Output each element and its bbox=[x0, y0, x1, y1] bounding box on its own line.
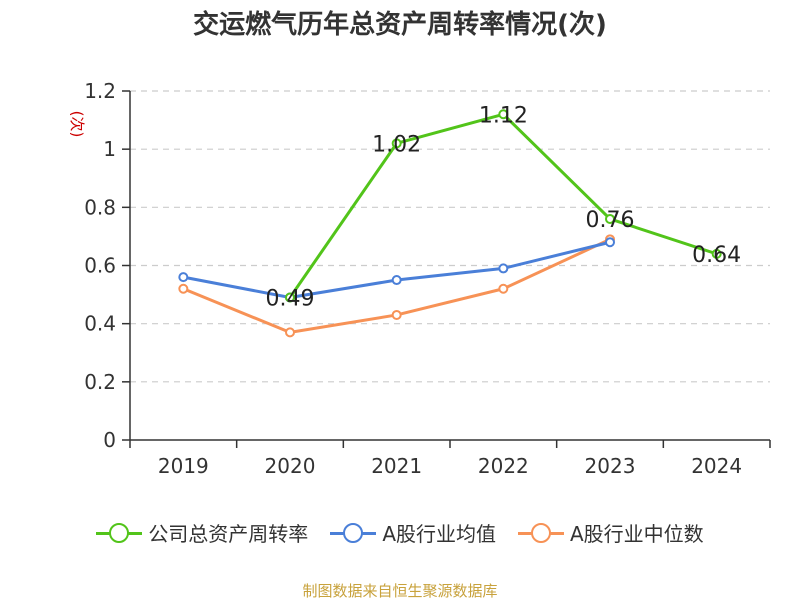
legend-item[interactable]: 公司总资产周转率 bbox=[96, 518, 308, 547]
data-point bbox=[498, 109, 509, 120]
chart-title: 交运燃气历年总资产周转率情况(次) bbox=[193, 10, 607, 40]
data-point bbox=[178, 272, 189, 283]
grid-lines bbox=[130, 90, 770, 383]
source-note: 制图数据来自恒生聚源数据库 bbox=[302, 582, 498, 600]
y-tick-label: 0.8 bbox=[84, 195, 116, 219]
data-point bbox=[711, 248, 722, 259]
y-tick-label: 1.2 bbox=[84, 79, 116, 103]
legend-label: A股行业均值 bbox=[382, 522, 496, 546]
y-tick-label: 0 bbox=[103, 428, 116, 452]
x-tick-label: 2021 bbox=[371, 454, 422, 478]
data-point bbox=[285, 327, 295, 338]
legend-label: 公司总资产周转率 bbox=[148, 522, 309, 546]
data-label: 1.02 bbox=[372, 132, 421, 157]
y-axis-title: (次) bbox=[68, 111, 86, 138]
legend-label: A股行业中位数 bbox=[570, 522, 704, 546]
legend-swatch bbox=[96, 522, 143, 543]
data-point bbox=[605, 213, 615, 224]
y-tick-label: 0.6 bbox=[84, 254, 116, 278]
data-point bbox=[498, 263, 509, 274]
y-tick-label: 0.4 bbox=[84, 312, 116, 336]
axes: 0 0.2 0.4 0.6 0.8 1 1.2 2019 2020 2021 2022 2023 202… bbox=[68, 79, 771, 478]
x-tick-label: 2020 bbox=[265, 454, 316, 478]
legend-swatch bbox=[518, 522, 564, 543]
y-tick-label: 0.2 bbox=[84, 370, 116, 394]
y-tick-label: 1 bbox=[103, 137, 116, 161]
x-tick-label: 2024 bbox=[691, 454, 742, 478]
data-point bbox=[391, 309, 402, 320]
data-labels: 0.49 1.02 1.12 0.76 0.64 bbox=[266, 103, 742, 311]
legend-swatch bbox=[330, 522, 377, 543]
data-label: 0.76 bbox=[586, 208, 635, 233]
data-point bbox=[391, 275, 402, 286]
data-point bbox=[605, 237, 615, 248]
data-point bbox=[391, 138, 402, 149]
x-tick-label: 2023 bbox=[585, 454, 636, 478]
data-point bbox=[498, 283, 509, 294]
data-point bbox=[178, 283, 189, 294]
data-label: 1.12 bbox=[479, 103, 528, 128]
x-tick-label: 2022 bbox=[478, 454, 529, 478]
legend-item[interactable]: A股行业均值 bbox=[330, 518, 496, 547]
x-tick-label: 2019 bbox=[158, 454, 209, 478]
legend-item[interactable]: A股行业中位数 bbox=[518, 518, 704, 547]
data-label: 0.49 bbox=[266, 286, 315, 311]
data-point bbox=[285, 292, 295, 303]
series-lines bbox=[178, 109, 722, 338]
data-label: 0.64 bbox=[692, 243, 741, 268]
legend: 公司总资产周转率 A股行业均值 A股行业中位数 bbox=[0, 518, 800, 547]
